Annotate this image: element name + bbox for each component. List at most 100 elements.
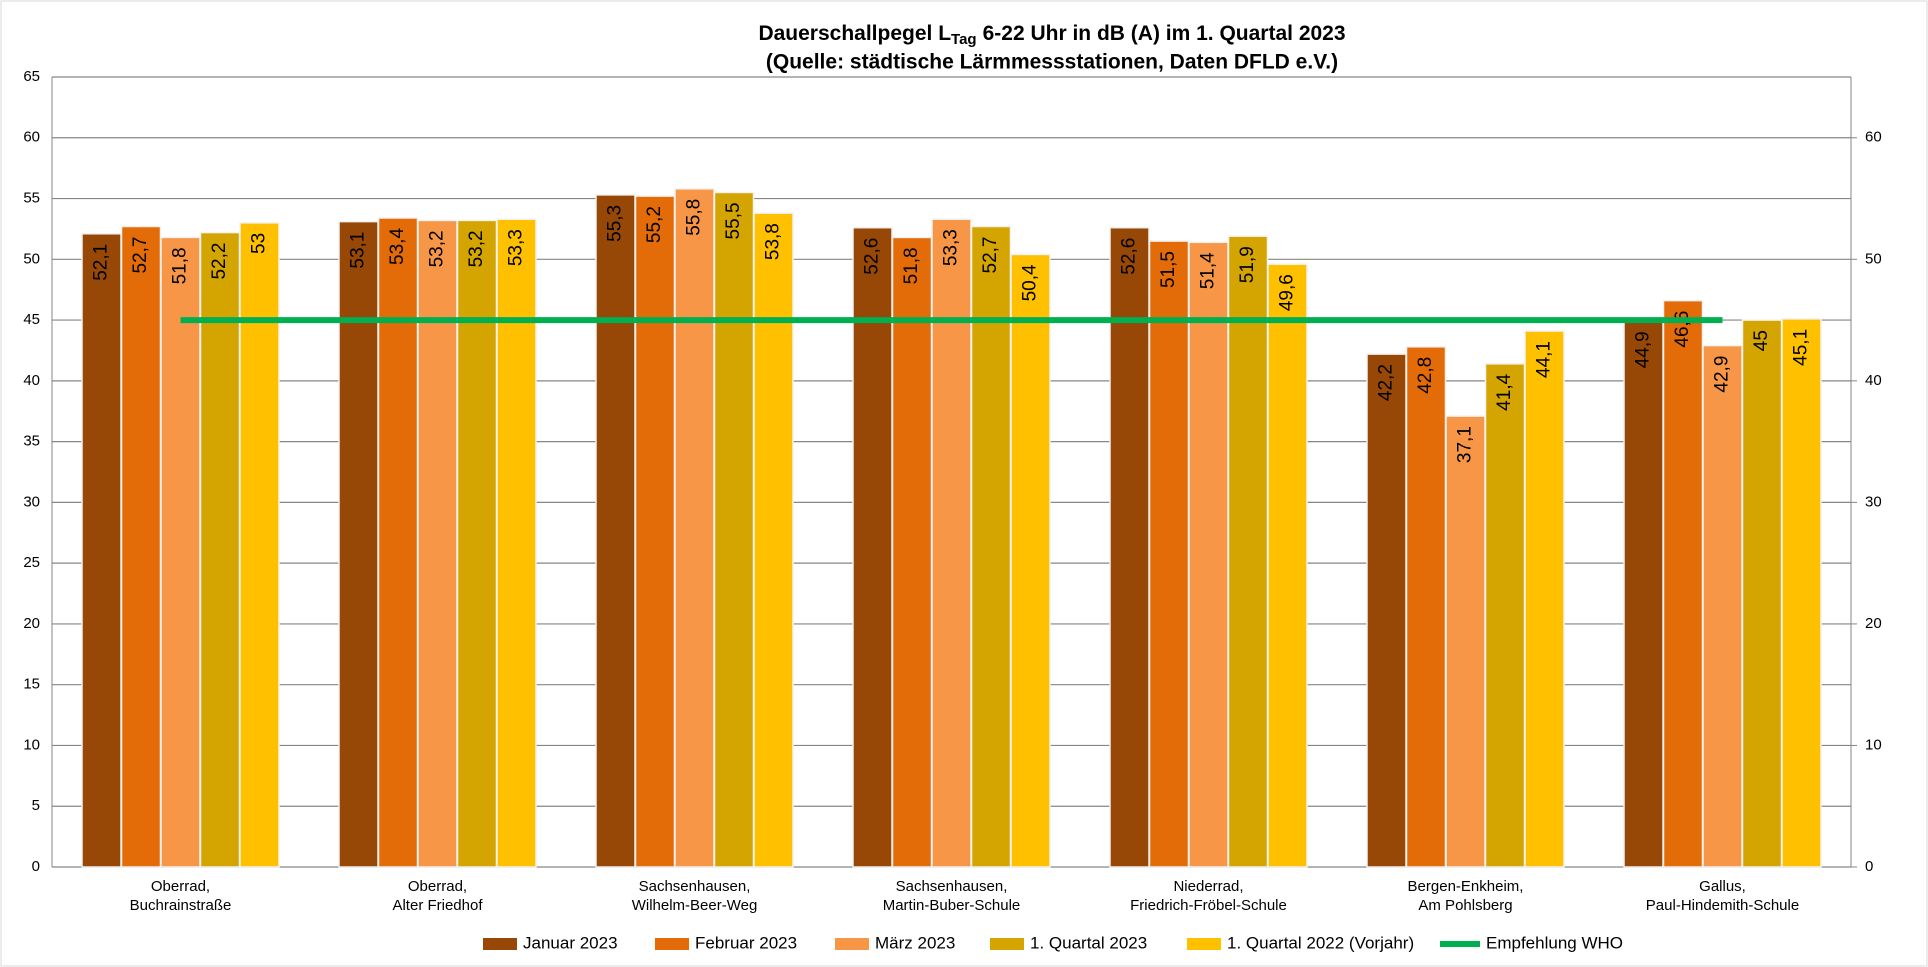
bar [713,191,755,868]
bar [120,225,162,868]
bar [1781,318,1822,868]
x-tick-label: Paul-Hindemith-Schule [1646,897,1799,914]
legend-swatch [655,938,689,950]
bar [634,195,676,868]
y-tick-label: 25 [23,554,40,571]
bar [1702,344,1743,868]
value-label: 42,2 [1376,364,1397,401]
x-tick-label: Oberrad, [151,878,210,895]
y-tick-label: 10 [23,736,40,753]
y-tick-label: 50 [23,250,40,267]
chart-subtitle: (Quelle: städtische Lärmmessstationen, D… [766,51,1338,74]
legend-label: Empfehlung WHO [1486,933,1623,952]
bar [199,231,241,868]
value-label: 52,6 [1119,238,1140,275]
bar [1366,353,1407,868]
legend-label: 1. Quartal 2023 [1030,933,1147,952]
legend-swatch [990,938,1024,950]
value-label: 50,4 [1020,264,1041,301]
bar [496,218,537,868]
value-label: 53,1 [348,232,369,269]
x-tick-label: Alter Friedhof [392,897,483,914]
bar [1445,415,1486,868]
value-label: 52,7 [130,236,151,273]
x-tick-label: Bergen-Enkheim, [1408,878,1524,895]
bar [160,236,201,868]
bar [1662,299,1704,868]
bar [1741,319,1783,868]
bar [338,220,379,868]
y2-tick-label: 0 [1865,858,1873,875]
value-label: 55,8 [684,199,705,236]
legend-label: März 2023 [875,933,955,952]
bar [417,219,458,868]
value-label: 53 [249,233,270,254]
legend-swatch [835,938,869,950]
value-label: 51,8 [170,247,191,284]
bar [456,219,498,868]
value-label: 45 [1751,330,1772,351]
bar [1010,253,1051,868]
value-label: 52,7 [980,236,1001,273]
x-tick-label: Wilhelm-Beer-Weg [632,897,758,914]
y-tick-label: 55 [23,190,40,207]
legend-swatch [1187,938,1221,950]
value-label: 41,4 [1494,373,1515,410]
bar [595,194,636,868]
legend-label: Januar 2023 [523,933,618,952]
bar [377,217,419,868]
value-label: 51,5 [1158,251,1179,288]
y-tick-label: 30 [23,493,40,510]
value-label: 53,8 [763,223,784,260]
x-tick-label: Sachsenhausen, [896,878,1008,895]
x-tick-label: Buchrainstraße [130,897,232,914]
value-label: 42,8 [1415,357,1436,394]
value-label: 53,2 [427,230,448,267]
bar [81,233,122,868]
x-tick-label: Martin-Buber-Schule [883,897,1021,914]
y-tick-label: 5 [32,797,40,814]
value-label: 53,3 [941,229,962,266]
value-label: 53,2 [466,230,487,267]
y2-tick-label: 40 [1865,372,1882,389]
bar [1227,235,1269,868]
bar [1267,263,1308,868]
y-tick-label: 60 [23,129,40,146]
value-label: 44,1 [1534,341,1555,378]
chart-title: Dauerschallpegel LTag 6-22 Uhr in dB (A) … [758,22,1345,48]
value-label: 51,8 [901,247,922,284]
value-label: 52,6 [862,238,883,275]
y2-tick-label: 10 [1865,736,1882,753]
value-label: 55,5 [723,202,744,239]
y-tick-label: 45 [23,311,40,328]
y-tick-label: 0 [32,858,40,875]
y-tick-label: 40 [23,372,40,389]
y2-tick-label: 50 [1865,250,1882,267]
bar [1148,240,1190,868]
x-tick-label: Am Pohlsberg [1418,897,1512,914]
value-label: 42,9 [1712,356,1733,393]
bar [239,222,280,868]
value-label: 51,9 [1237,246,1258,283]
bar [1524,330,1565,868]
value-label: 53,3 [506,229,527,266]
value-label: 55,2 [644,206,665,243]
legend-label: Februar 2023 [695,933,797,952]
bar [1109,226,1150,868]
y-tick-label: 15 [23,676,40,693]
x-tick-label: Gallus, [1699,878,1746,895]
y-tick-label: 20 [23,615,40,632]
value-label: 46,6 [1672,311,1693,348]
bar [852,226,893,868]
x-tick-label: Oberrad, [408,878,467,895]
bar [1623,320,1664,868]
value-label: 51,4 [1198,252,1219,289]
x-tick-label: Sachsenhausen, [639,878,751,895]
bar [674,188,715,868]
value-label: 53,4 [387,228,408,265]
bar [1405,346,1447,868]
bar [1484,363,1526,868]
x-tick-label: Niederrad, [1173,878,1243,895]
y2-tick-label: 20 [1865,615,1882,632]
